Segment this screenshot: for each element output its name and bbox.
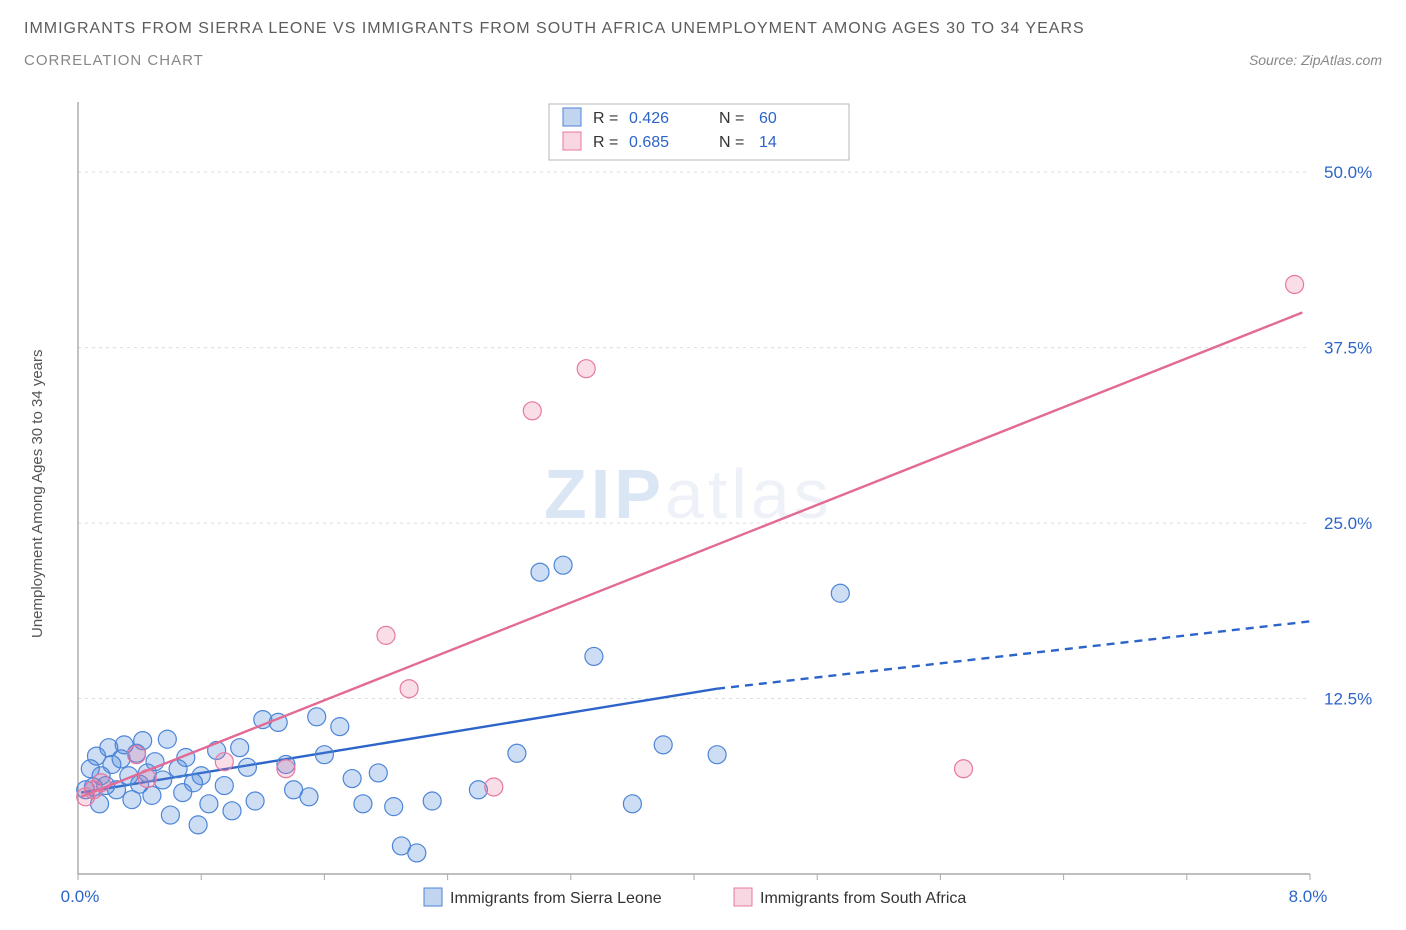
point-sierra_leone xyxy=(215,777,233,795)
watermark: ZIPatlas xyxy=(544,455,833,533)
point-sierra_leone xyxy=(192,767,210,785)
bottom-legend-swatch-south_africa xyxy=(734,888,752,906)
subtitle-row: CORRELATION CHART Source: ZipAtlas.com xyxy=(24,52,1382,69)
trend-line-ext-sierra_leone xyxy=(717,621,1310,688)
point-sierra_leone xyxy=(331,718,349,736)
point-south_africa xyxy=(955,760,973,778)
source-label: Source: ZipAtlas.com xyxy=(1249,52,1382,68)
bottom-legend-label-south_africa: Immigrants from South Africa xyxy=(760,890,966,907)
point-sierra_leone xyxy=(161,806,179,824)
legend-r-label: R = xyxy=(593,110,618,127)
point-south_africa xyxy=(128,746,146,764)
point-sierra_leone xyxy=(238,758,256,776)
legend-n-value-sierra_leone: 60 xyxy=(759,110,777,127)
x-max-label: 8.0% xyxy=(1289,887,1328,906)
point-sierra_leone xyxy=(554,556,572,574)
point-south_africa xyxy=(277,760,295,778)
point-sierra_leone xyxy=(369,764,387,782)
point-sierra_leone xyxy=(408,844,426,862)
point-sierra_leone xyxy=(315,746,333,764)
trend-line-south_africa xyxy=(81,313,1302,797)
legend-swatch-south_africa xyxy=(563,132,581,150)
y-tick-label: 12.5% xyxy=(1324,690,1372,709)
point-south_africa xyxy=(215,753,233,771)
correlation-chart: 12.5% 25.0% 37.5% 50.0% ZIPatlas 0.0% 8.0% Unem… xyxy=(24,92,1396,920)
point-south_africa xyxy=(138,770,156,788)
point-sierra_leone xyxy=(158,730,176,748)
point-sierra_leone xyxy=(223,802,241,820)
point-sierra_leone xyxy=(300,788,318,806)
point-south_africa xyxy=(485,778,503,796)
point-sierra_leone xyxy=(189,816,207,834)
point-south_africa xyxy=(1286,275,1304,293)
point-south_africa xyxy=(400,680,418,698)
legend-n-label: N = xyxy=(719,110,744,127)
bottom-legend-label-sierra_leone: Immigrants from Sierra Leone xyxy=(450,890,662,907)
point-sierra_leone xyxy=(143,786,161,804)
point-sierra_leone xyxy=(423,792,441,810)
chart-area: 12.5% 25.0% 37.5% 50.0% ZIPatlas 0.0% 8.0% Unem… xyxy=(24,92,1396,920)
point-sierra_leone xyxy=(654,736,672,754)
point-sierra_leone xyxy=(531,563,549,581)
y-tick-label: 50.0% xyxy=(1324,163,1372,182)
point-sierra_leone xyxy=(343,770,361,788)
point-sierra_leone xyxy=(508,744,526,762)
legend-n-value-south_africa: 14 xyxy=(759,134,777,151)
point-sierra_leone xyxy=(308,708,326,726)
point-sierra_leone xyxy=(831,584,849,602)
point-south_africa xyxy=(523,402,541,420)
point-sierra_leone xyxy=(623,795,641,813)
legend-r-value-sierra_leone: 0.426 xyxy=(629,110,669,127)
y-tick-label: 37.5% xyxy=(1324,339,1372,358)
point-south_africa xyxy=(377,626,395,644)
point-south_africa xyxy=(577,360,595,378)
legend-r-value-south_africa: 0.685 xyxy=(629,134,669,151)
point-sierra_leone xyxy=(585,647,603,665)
point-south_africa xyxy=(92,774,110,792)
legend-swatch-sierra_leone xyxy=(563,108,581,126)
main-title: IMMIGRANTS FROM SIERRA LEONE VS IMMIGRAN… xyxy=(24,20,1382,38)
y-axis-title: Unemployment Among Ages 30 to 34 years xyxy=(29,349,46,638)
point-sierra_leone xyxy=(385,798,403,816)
legend-n-label: N = xyxy=(719,134,744,151)
point-sierra_leone xyxy=(200,795,218,813)
legend-r-label: R = xyxy=(593,134,618,151)
bottom-legend-swatch-sierra_leone xyxy=(424,888,442,906)
point-sierra_leone xyxy=(354,795,372,813)
title-area: IMMIGRANTS FROM SIERRA LEONE VS IMMIGRAN… xyxy=(0,0,1406,69)
point-sierra_leone xyxy=(708,746,726,764)
point-sierra_leone xyxy=(231,739,249,757)
point-sierra_leone xyxy=(246,792,264,810)
x-min-label: 0.0% xyxy=(61,887,100,906)
subtitle: CORRELATION CHART xyxy=(24,52,204,69)
y-tick-label: 25.0% xyxy=(1324,514,1372,533)
